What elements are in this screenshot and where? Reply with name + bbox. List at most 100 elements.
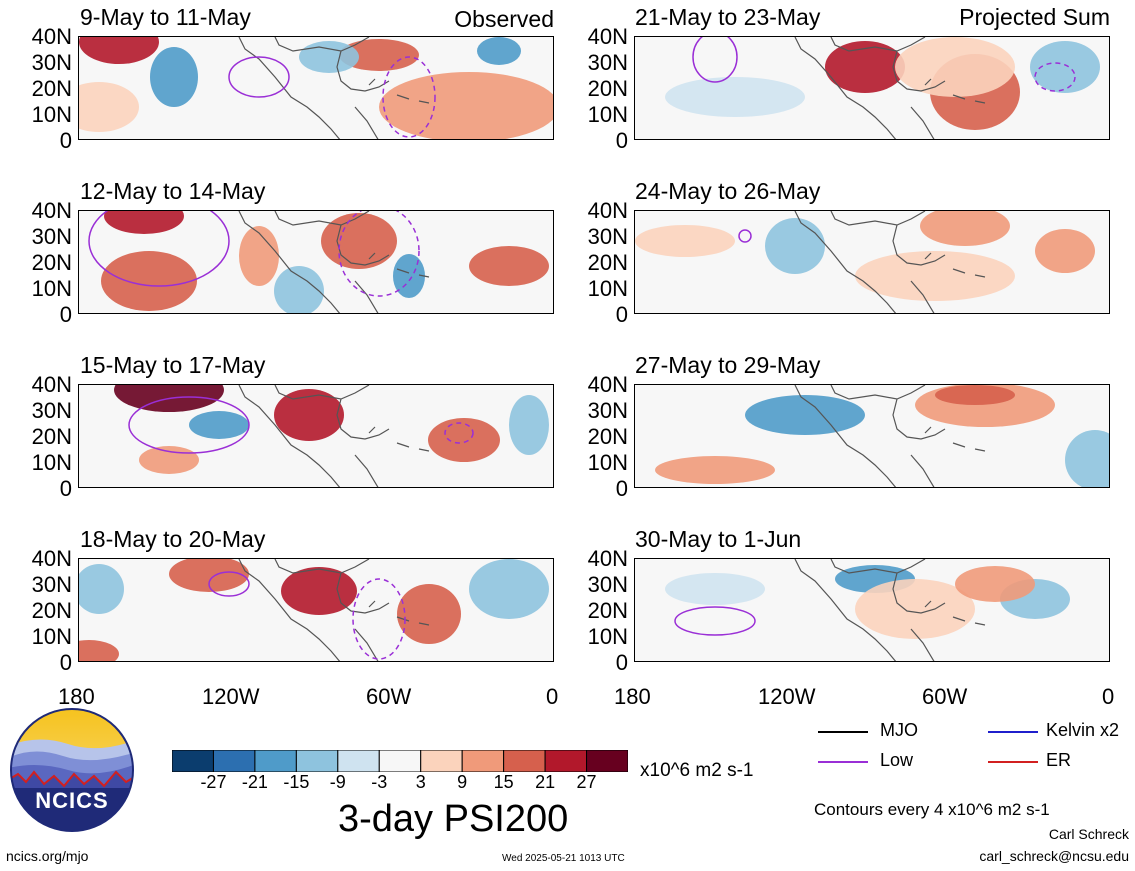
anomaly-shading [765, 218, 825, 274]
anomaly-shading [189, 411, 249, 439]
colorbar-swatch [171, 749, 214, 773]
low-contour [382, 56, 436, 138]
panel-title: 9-May to 11-May [80, 4, 251, 30]
lat-label: 40N [31, 198, 72, 223]
lat-label: 10N [31, 276, 72, 301]
lat-label: 30N [31, 224, 72, 249]
coastline [794, 385, 986, 487]
colorbar-swatch [461, 749, 505, 773]
anomaly-shading [393, 254, 425, 298]
colorbar-tick-label: -21 [241, 772, 268, 792]
lon-label: 0 [1102, 684, 1115, 709]
colorbar-tick-label: -3 [371, 772, 388, 792]
anomaly-shading [855, 579, 975, 639]
panel-title: 15-May to 17-May [80, 352, 266, 378]
lat-label: 30N [31, 50, 72, 75]
anomaly-shading [477, 37, 521, 65]
lat-label: 40N [31, 24, 72, 49]
legend-kelvin: Kelvin x2 [1046, 720, 1120, 740]
anomaly-shading [79, 564, 124, 614]
anomaly-shading [920, 211, 1010, 246]
anomaly-shading [895, 37, 1015, 97]
coastline [238, 385, 430, 487]
anomaly-shading [955, 566, 1035, 602]
lat-label: 30N [587, 572, 628, 597]
anomaly-shading [299, 41, 359, 73]
low-contour [88, 211, 230, 287]
low-contour [208, 571, 250, 597]
colorbar-tick-label: -15 [283, 772, 310, 792]
lat-label: 0 [615, 128, 628, 153]
low-line [818, 761, 868, 763]
lat-label: 40N [31, 546, 72, 571]
anomaly-shading [339, 39, 419, 71]
lat-label: 20N [587, 598, 628, 623]
ncics-logo: NCICS [8, 706, 136, 834]
lat-label: 20N [31, 598, 72, 623]
lat-label: 0 [59, 128, 72, 153]
lat-label: 40N [587, 24, 628, 49]
mjo-line [818, 731, 868, 733]
colorbar-tick-label: 21 [535, 772, 556, 792]
colorbar-swatch [586, 749, 629, 773]
kelvin-line [988, 731, 1038, 733]
map-panel [78, 384, 554, 488]
lon-label: 120W [758, 684, 816, 709]
colorbar-tick-label: -9 [329, 772, 346, 792]
anomaly-shading [509, 395, 549, 455]
lat-label: 30N [31, 398, 72, 423]
author-name: Carl Schreck [1048, 826, 1129, 842]
panel-tag: Projected Sum [959, 4, 1110, 30]
lat-label: 20N [587, 424, 628, 449]
anomaly-shading [428, 418, 500, 462]
anomaly-shading [825, 41, 905, 93]
panel-title: 24-May to 26-May [635, 178, 821, 204]
colorbar-swatch [254, 749, 297, 773]
anomaly-shading [855, 251, 1015, 301]
lat-label: 10N [587, 276, 628, 301]
legend-low: Low [880, 750, 914, 770]
lon-label: 180 [614, 684, 651, 709]
legend-mjo: MJO [880, 720, 918, 740]
colorbar-swatch [503, 749, 546, 773]
lat-label: 0 [615, 302, 628, 327]
anomaly-shading [935, 385, 1015, 405]
anomaly-shading [397, 584, 461, 644]
contours-note: Contours every 4 x10^6 m2 s-1 [814, 800, 1050, 819]
anomaly-shading [104, 211, 184, 234]
lat-label: 40N [587, 372, 628, 397]
colorbar-swatch [420, 749, 463, 773]
colorbar-tick-label: 15 [493, 772, 514, 792]
lon-label: 180 [58, 684, 95, 709]
lat-label: 40N [587, 198, 628, 223]
anomaly-shading [635, 225, 735, 257]
map-panel [634, 558, 1110, 662]
coastline [238, 559, 430, 661]
figure-title: 3-day PSI200 [338, 798, 569, 840]
lat-label: 30N [587, 398, 628, 423]
lat-label: 10N [31, 450, 72, 475]
low-contour [738, 229, 752, 243]
low-contour [674, 606, 756, 636]
panel-title: 12-May to 14-May [80, 178, 266, 204]
lat-label: 20N [31, 250, 72, 275]
lat-label: 10N [587, 624, 628, 649]
anomaly-shading [1065, 430, 1109, 487]
site-link[interactable]: ncics.org/mjo [6, 848, 89, 864]
colorbar-swatch [212, 749, 256, 773]
legend-er: ER [1046, 750, 1072, 770]
anomaly-shading [274, 389, 344, 441]
anomaly-shading [655, 456, 775, 484]
anomaly-shading [379, 72, 553, 139]
lat-label: 10N [31, 624, 72, 649]
lat-label: 10N [587, 102, 628, 127]
anomaly-shading [469, 559, 549, 619]
panel-title: 21-May to 23-May [635, 4, 821, 30]
low-contour [352, 578, 406, 660]
anomaly-shading [79, 640, 119, 661]
lat-label: 20N [31, 76, 72, 101]
low-contour [444, 422, 474, 444]
low-contour [338, 211, 420, 297]
coastline [794, 559, 986, 661]
colorbar-tick-label: 9 [457, 772, 468, 792]
